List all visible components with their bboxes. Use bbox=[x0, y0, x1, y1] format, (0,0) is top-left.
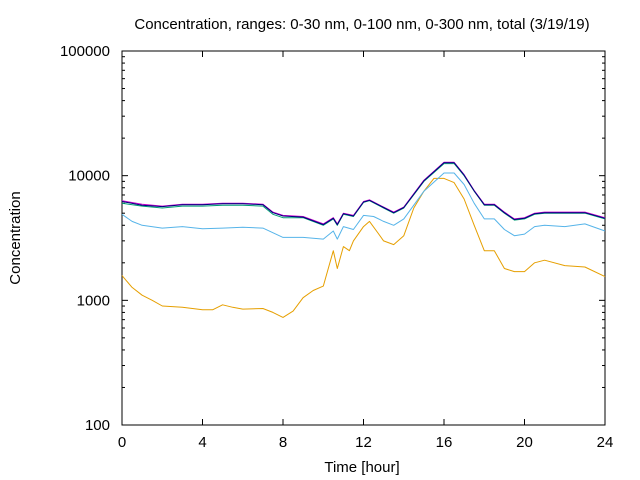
x-tick-label: 12 bbox=[355, 434, 372, 451]
tick-labels: 0 4 8 12 16 20 24 100 1000 10000 100000 bbox=[60, 43, 613, 451]
plot-area-frame bbox=[121, 50, 606, 426]
x-tick-label: 4 bbox=[198, 434, 206, 451]
axis-ticks bbox=[121, 50, 606, 426]
series-line-1 bbox=[121, 177, 606, 318]
y-tick-label: 100000 bbox=[60, 43, 110, 60]
chart-title: Concentration, ranges: 0-30 nm, 0-100 nm… bbox=[134, 16, 589, 33]
x-axis-label: Time [hour] bbox=[324, 459, 399, 476]
series-line-5 bbox=[121, 162, 606, 226]
series-layer bbox=[121, 161, 606, 318]
x-tick-label: 20 bbox=[516, 434, 533, 451]
x-tick-label: 16 bbox=[436, 434, 453, 451]
x-tick-label: 24 bbox=[597, 434, 614, 451]
series-line-2 bbox=[121, 172, 606, 240]
y-tick-label: 1000 bbox=[77, 292, 110, 309]
y-tick-label: 100 bbox=[85, 417, 110, 434]
y-tick-label: 10000 bbox=[68, 168, 110, 185]
x-tick-label: 0 bbox=[118, 434, 126, 451]
y-axis-label: Concentration bbox=[7, 191, 24, 284]
x-tick-label: 8 bbox=[279, 434, 287, 451]
